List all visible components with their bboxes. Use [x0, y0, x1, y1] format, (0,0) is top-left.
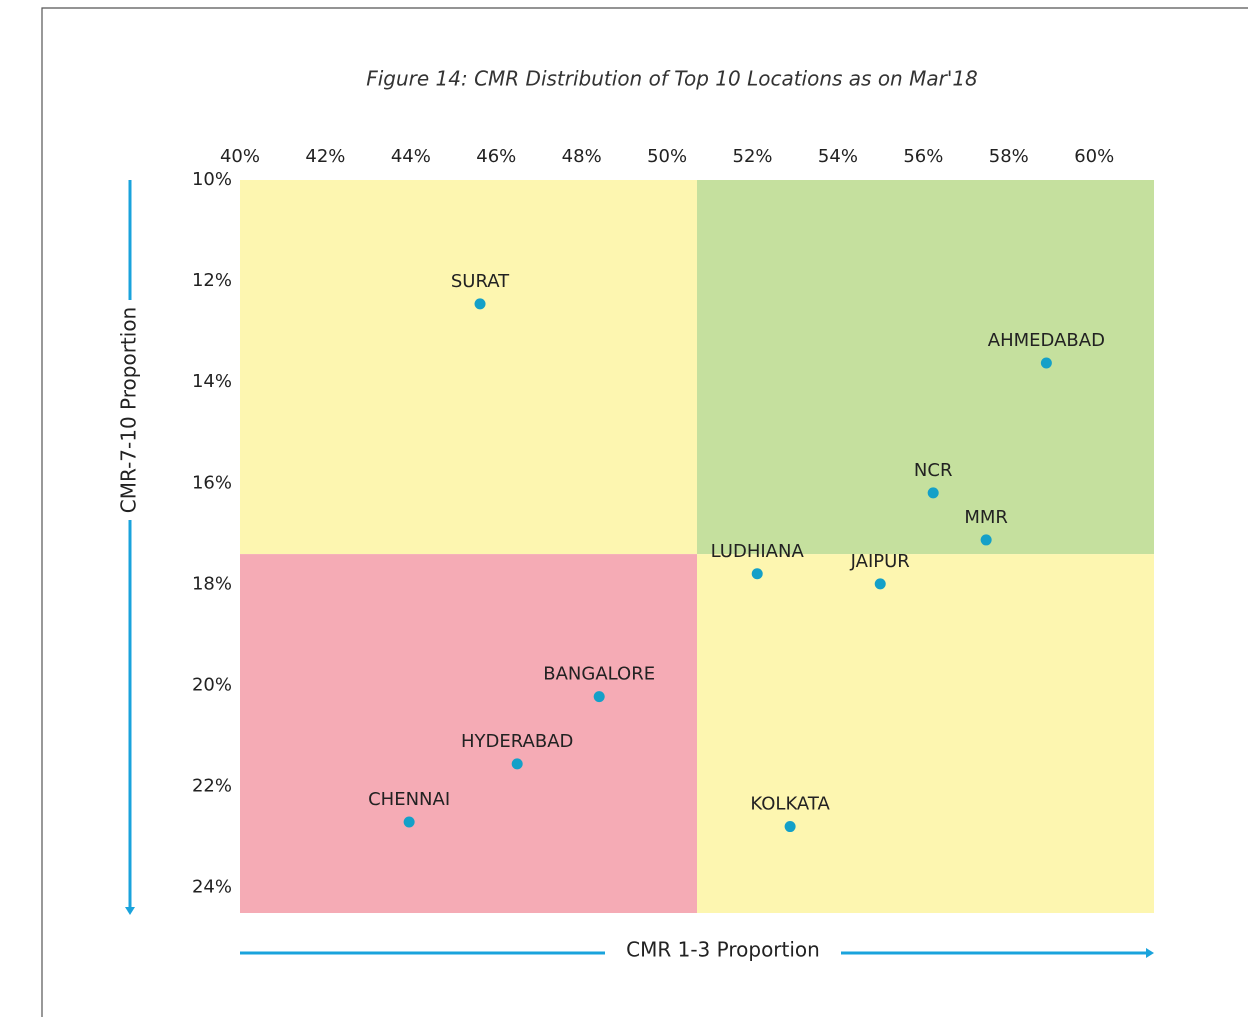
y-tick-label: 22% [192, 776, 232, 797]
y-axis-label: CMR-7-10 Proportion [117, 307, 141, 513]
point-label: KOLKATA [750, 794, 830, 815]
y-tick-label: 24% [192, 877, 232, 898]
quadrants [240, 180, 1154, 913]
x-tick-label: 46% [476, 146, 516, 167]
x-tick-label: 44% [391, 146, 431, 167]
point-label: BANGALORE [543, 664, 655, 685]
point-label: SURAT [451, 271, 510, 292]
x-tick-label: 60% [1074, 146, 1114, 167]
point [474, 298, 486, 310]
point [784, 821, 796, 833]
quadrant [240, 180, 697, 555]
x-tick-label: 56% [903, 146, 943, 167]
point [593, 691, 605, 703]
x-tick-label: 40% [220, 146, 260, 167]
x-tick-label: 54% [818, 146, 858, 167]
point-label: CHENNAI [368, 789, 450, 810]
point-label: JAIPUR [850, 551, 910, 572]
y-tick-label: 18% [192, 573, 232, 594]
chart-title: Figure 14: CMR Distribution of Top 10 Lo… [366, 67, 978, 91]
x-tick-label: 58% [989, 146, 1029, 167]
point [980, 534, 992, 546]
point [927, 487, 939, 499]
point [874, 578, 886, 590]
point-label: MMR [964, 507, 1008, 528]
arrow-head [1146, 948, 1154, 958]
quadrant [240, 554, 697, 913]
point [1040, 357, 1052, 369]
point-label: LUDHIANA [711, 541, 805, 562]
y-tick-label: 16% [192, 472, 232, 493]
x-tick-label: 50% [647, 146, 687, 167]
y-tick-label: 12% [192, 270, 232, 291]
quadrant [697, 554, 1154, 913]
x-tick-label: 42% [305, 146, 345, 167]
x-tick-label: 52% [733, 146, 773, 167]
point [511, 758, 523, 770]
point-label: AHMEDABAD [988, 330, 1105, 351]
point [403, 816, 415, 828]
frame [41, 7, 1248, 1017]
x-axis-label: CMR 1-3 Proportion [626, 938, 820, 962]
y-tick-label: 14% [192, 371, 232, 392]
y-tick-label: 10% [192, 169, 232, 190]
x-tick-label: 48% [562, 146, 602, 167]
point-label: NCR [914, 460, 953, 481]
point-label: HYDERABAD [461, 731, 573, 752]
quadrant [697, 180, 1154, 555]
y-tick-label: 20% [192, 675, 232, 696]
point [751, 568, 763, 580]
arrow-head [125, 907, 135, 915]
